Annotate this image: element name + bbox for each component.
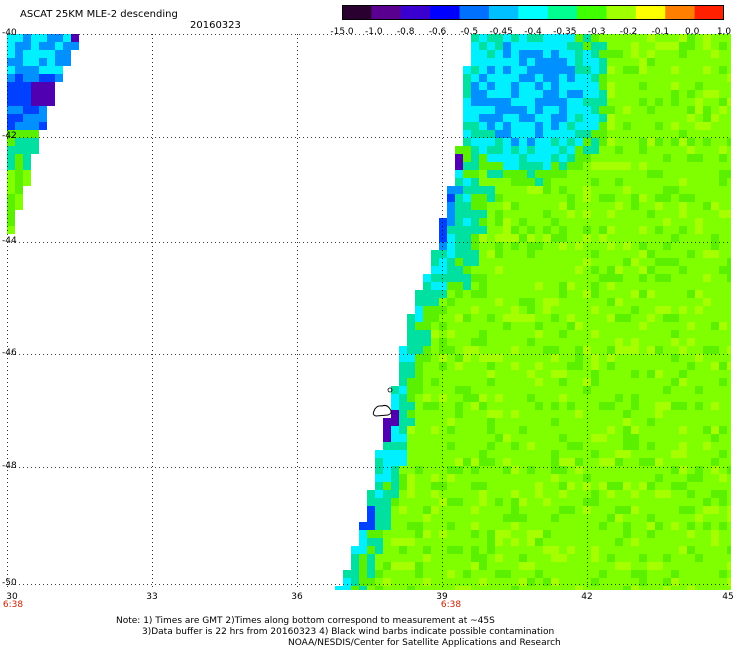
- scale-swatch: [488, 5, 519, 20]
- scale-label: -1.0: [365, 27, 383, 37]
- scale-swatch: [665, 5, 696, 20]
- scale-swatch: [577, 5, 608, 20]
- longitude-label: 33: [146, 592, 158, 602]
- island-outline: [372, 404, 392, 417]
- scale-swatch: [459, 5, 490, 20]
- scale-swatch: [635, 5, 666, 20]
- wind-speed-cells: [7, 34, 731, 590]
- longitude-label: 30: [6, 592, 18, 602]
- scale-label: 1.0: [716, 27, 732, 37]
- longitude-label: 45: [722, 592, 734, 602]
- longitude-label: 39: [436, 592, 448, 602]
- scale-label: -0.5: [460, 27, 479, 37]
- scale-label: -0.2: [619, 27, 638, 37]
- scale-label: -0.4: [524, 27, 542, 37]
- scale-label: -0.35: [553, 27, 577, 37]
- product-date: 20160323: [190, 20, 241, 31]
- graticule: [7, 34, 731, 590]
- islet-marker: [387, 387, 393, 393]
- latitude-label: -40: [2, 28, 17, 38]
- scale-label: -15.0: [330, 27, 354, 37]
- scale-label: 0.0: [684, 27, 700, 37]
- scale-swatch: [342, 5, 372, 20]
- color-scale-bar: [342, 5, 724, 20]
- scale-label: -0.6: [428, 27, 447, 37]
- scale-swatch: [694, 5, 724, 20]
- note-line-3: NOAA/NESDIS/Center for Satellite Applica…: [288, 638, 561, 648]
- latitude-label: -44: [2, 236, 17, 246]
- scale-swatch: [547, 5, 578, 20]
- scale-label: -0.8: [396, 27, 415, 37]
- time-label-center: 6:38: [440, 600, 462, 610]
- scale-swatch: [371, 5, 402, 20]
- latitude-label: -50: [2, 578, 17, 588]
- latitude-label: -42: [2, 131, 17, 141]
- latitude-label: -46: [2, 348, 17, 358]
- scale-swatch: [400, 5, 431, 20]
- scale-swatch: [606, 5, 637, 20]
- wind-map: [7, 34, 731, 590]
- longitude-label: 42: [581, 592, 593, 602]
- product-title: ASCAT 25KM MLE-2 descending: [20, 9, 178, 20]
- scale-label: -0.1: [651, 27, 670, 37]
- time-label-left: 6:38: [2, 600, 24, 610]
- scale-label: -0.3: [587, 27, 606, 37]
- scale-label: -0.45: [489, 27, 513, 37]
- note-line-2: 3)Data buffer is 22 hrs from 20160323 4)…: [142, 627, 555, 637]
- scale-swatch: [430, 5, 461, 20]
- longitude-label: 36: [291, 592, 303, 602]
- note-line-1: Note: 1) Times are GMT 2)Times along bot…: [116, 616, 495, 626]
- scale-swatch: [518, 5, 549, 20]
- latitude-label: -48: [2, 461, 17, 471]
